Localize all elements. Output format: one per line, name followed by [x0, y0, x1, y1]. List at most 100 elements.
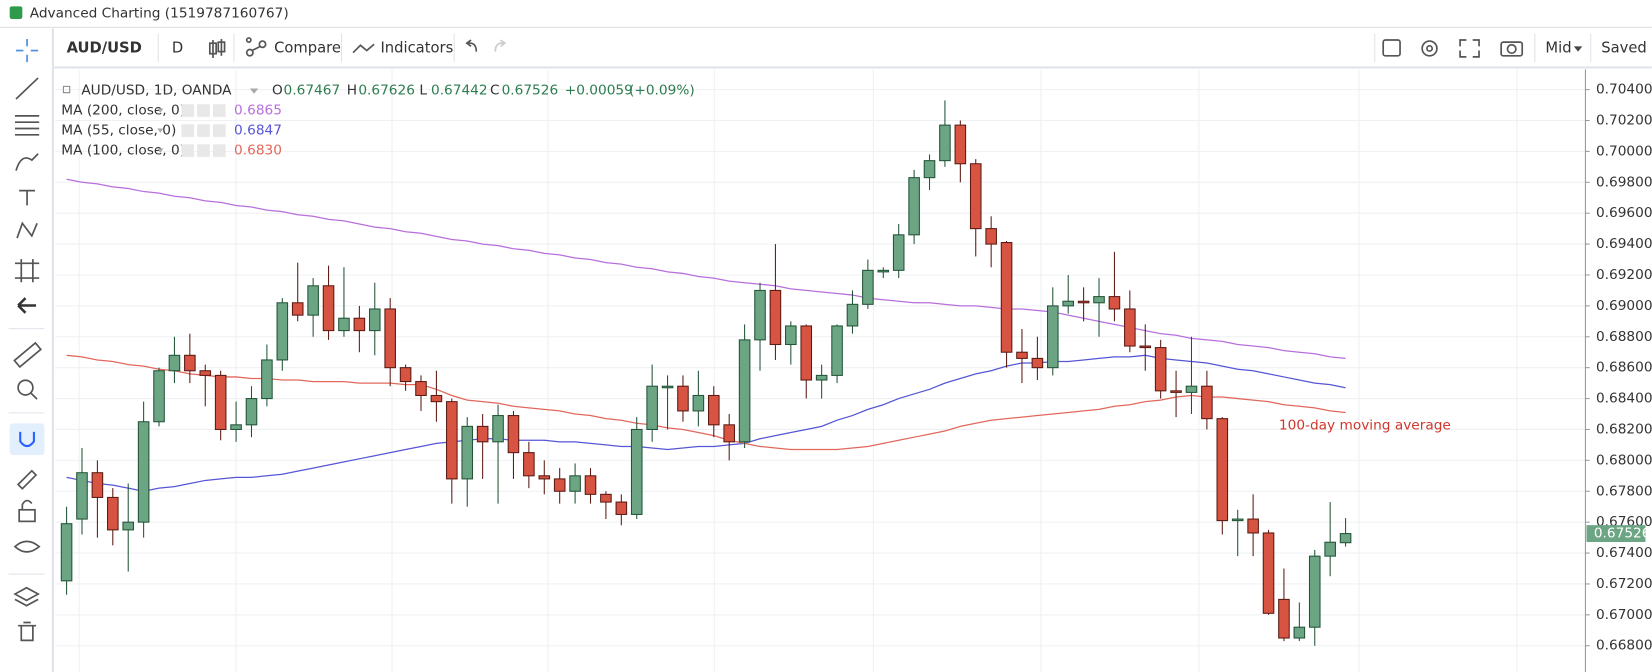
- indicators-icon[interactable]: [352, 43, 375, 54]
- object-tree[interactable]: [13, 586, 40, 607]
- window-title: Advanced Charting (1519787160767): [30, 6, 289, 22]
- y-tick-label: 0.70400: [1596, 82, 1652, 98]
- candle-body: [1293, 626, 1306, 639]
- price-tag: [1586, 525, 1646, 543]
- candle-body: [1154, 347, 1167, 392]
- saved-status[interactable]: Saved: [1601, 39, 1647, 56]
- dropdown-arrow[interactable]: [1573, 46, 1583, 52]
- indicator-button[interactable]: [212, 124, 226, 137]
- ohlc-letter: C: [490, 83, 500, 99]
- candle-body: [476, 425, 489, 443]
- candle-body: [338, 317, 350, 332]
- prediction-tool[interactable]: [14, 259, 40, 283]
- layout-button[interactable]: [1382, 39, 1401, 57]
- lock-tool[interactable]: [18, 499, 36, 523]
- y-tick-label: 0.69400: [1596, 236, 1652, 252]
- dropdown-arrow: [157, 128, 164, 133]
- candle-body: [230, 424, 242, 430]
- candle-body: [584, 475, 597, 495]
- text-tool[interactable]: [19, 189, 35, 206]
- indicator-button[interactable]: [197, 124, 210, 137]
- candle-body: [1262, 532, 1275, 614]
- price-axis: 0.668000.670000.672000.674000.676000.678…: [1585, 82, 1652, 654]
- candle-body: [923, 160, 936, 179]
- magnet-tool[interactable]: [19, 431, 35, 448]
- indicator-button[interactable]: [197, 144, 210, 157]
- redo-button[interactable]: [494, 39, 507, 52]
- candle-body: [939, 124, 951, 162]
- snapshot-button[interactable]: [1500, 41, 1524, 57]
- candle-body: [646, 385, 658, 430]
- compare-button[interactable]: Compare: [274, 39, 341, 56]
- legend-title: AUD/USD, 1D, OANDA: [81, 83, 232, 99]
- ohlc-letter: O: [272, 83, 283, 99]
- brush-tool[interactable]: [15, 153, 39, 171]
- indicators-button[interactable]: Indicators: [380, 39, 453, 56]
- dropdown-arrow: [249, 88, 259, 94]
- y-tick-label: 0.67800: [1596, 483, 1652, 499]
- indicator-button[interactable]: [212, 144, 226, 157]
- crosshair-tool[interactable]: [16, 38, 39, 63]
- candle-body: [507, 415, 520, 454]
- price-tag-label: 0.67526: [1594, 526, 1651, 542]
- candle-body: [1308, 555, 1321, 628]
- y-tick-label: 0.66800: [1596, 638, 1652, 654]
- indicator-value: 0.6830: [234, 143, 282, 159]
- fib-tool[interactable]: [14, 115, 40, 136]
- candle-body: [1185, 385, 1198, 393]
- candle-body: [91, 472, 104, 498]
- candle-body: [1216, 418, 1229, 522]
- indicator-value: 0.6847: [234, 123, 282, 139]
- indicator-button[interactable]: [181, 144, 195, 157]
- annotation: 100-day moving average: [1279, 418, 1451, 434]
- delete-tool[interactable]: [18, 621, 37, 642]
- indicator-button[interactable]: [181, 104, 195, 117]
- hide-tool[interactable]: [13, 540, 41, 553]
- y-tick-label: 0.68600: [1596, 360, 1652, 376]
- candle-body: [677, 385, 689, 412]
- candle-body: [76, 472, 88, 520]
- chart-style-button[interactable]: [208, 38, 226, 58]
- settings-button[interactable]: [1421, 40, 1438, 57]
- candle-body: [815, 374, 828, 381]
- plot-area: [54, 69, 1586, 672]
- candle-body: [892, 234, 905, 271]
- indicator-button[interactable]: [197, 104, 210, 117]
- y-tick-label: 0.70000: [1596, 143, 1652, 159]
- candle-body: [1031, 357, 1044, 369]
- indicator-button[interactable]: [181, 124, 195, 137]
- zoom-tool[interactable]: [17, 379, 38, 400]
- dropdown-arrow: [157, 108, 164, 113]
- active-tool-bg: [9, 423, 45, 456]
- trend-line-tool[interactable]: [15, 77, 39, 100]
- stay-drawing-tool[interactable]: [16, 469, 38, 490]
- candle-body: [1124, 308, 1136, 347]
- candle-body: [862, 269, 874, 305]
- candle-body: [307, 285, 319, 316]
- candle-body: [1062, 300, 1074, 307]
- candle-body: [723, 424, 735, 443]
- compare-icon[interactable]: [245, 37, 267, 57]
- candle-body: [1201, 385, 1213, 420]
- y-tick-label: 0.70200: [1596, 112, 1652, 128]
- measure-tool[interactable]: [13, 341, 42, 369]
- undo-button[interactable]: [465, 39, 478, 52]
- price-source-button[interactable]: Mid: [1545, 39, 1571, 56]
- interval-button[interactable]: D: [172, 39, 183, 56]
- candle-body: [1016, 351, 1028, 359]
- back-tool[interactable]: [17, 297, 37, 314]
- fullscreen-button[interactable]: [1459, 39, 1480, 58]
- candle-body: [769, 289, 782, 346]
- pattern-tool[interactable]: [16, 221, 38, 239]
- candle-body: [153, 370, 165, 423]
- symbol-button[interactable]: AUD/USD: [67, 39, 142, 56]
- dropdown-arrow: [157, 148, 164, 153]
- candle-body: [214, 374, 227, 430]
- candle-body: [954, 124, 967, 165]
- candle-body: [1047, 305, 1059, 369]
- indicator-button[interactable]: [212, 104, 226, 117]
- indicator-name: MA (55, close, 0): [61, 123, 176, 139]
- candle-body: [168, 354, 181, 372]
- y-tick-label: 0.69200: [1596, 267, 1652, 283]
